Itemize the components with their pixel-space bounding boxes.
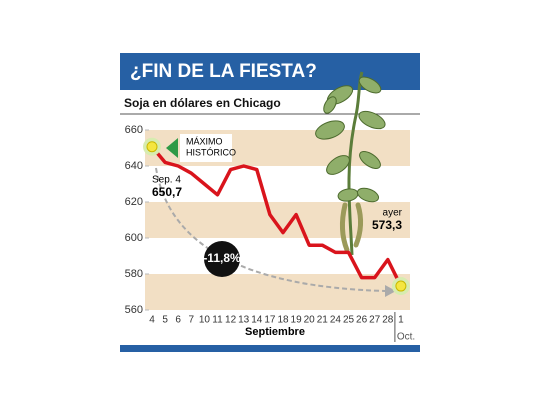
leaf <box>358 110 386 130</box>
x-tick-label: 11 <box>212 315 223 326</box>
leaf <box>326 155 350 175</box>
x-tick-label: 10 <box>199 315 211 326</box>
x-tick-label: 12 <box>225 315 237 326</box>
y-tick-label: 560 <box>125 304 143 316</box>
x-tick-label: 5 <box>162 315 168 326</box>
leaf <box>356 187 380 203</box>
y-tick-label: 580 <box>125 268 143 280</box>
change-label: -11,8% <box>203 251 241 265</box>
x-tick-label: 24 <box>330 315 342 326</box>
band <box>145 202 410 238</box>
price-line <box>150 145 403 287</box>
chart-subtitle: Soja en dólares en Chicago <box>124 96 281 110</box>
leaf <box>358 76 382 94</box>
x-tick-label: 25 <box>343 315 355 326</box>
x-tick-label: 18 <box>277 315 289 326</box>
x-tick-label: 7 <box>189 315 195 326</box>
change-badge <box>204 241 240 277</box>
x-tick-label: 19 <box>291 315 303 326</box>
start-value: 650,7 <box>152 185 182 199</box>
leaf <box>359 151 381 169</box>
x-tick-label: 20 <box>304 315 316 326</box>
leaf <box>315 120 345 140</box>
y-tick-label: 660 <box>125 124 143 136</box>
x-tick-label: 27 <box>369 315 381 326</box>
y-tick-label: 640 <box>125 160 143 172</box>
pod <box>339 202 350 253</box>
max-note: HISTÓRICO <box>186 147 236 157</box>
note-arrow <box>166 138 178 158</box>
x-tick-label: 13 <box>238 315 250 326</box>
x-tick-label: 6 <box>175 315 181 326</box>
chart-title: ¿FIN DE LA FIESTA? <box>130 61 317 82</box>
end-date: ayer <box>383 208 403 219</box>
leaf <box>323 96 337 114</box>
arrow-head <box>385 285 396 297</box>
leaf <box>337 188 359 202</box>
end-value: 573,3 <box>372 218 402 232</box>
max-note: MÁXIMO <box>186 136 223 146</box>
note-box <box>180 134 232 162</box>
y-tick-label: 620 <box>125 196 143 208</box>
endpoint <box>146 141 158 153</box>
x-tick-label: 28 <box>382 315 394 326</box>
stem <box>347 71 364 256</box>
endpoint <box>395 280 407 292</box>
x-axis-label-next: Oct. <box>397 332 415 343</box>
band <box>145 274 410 310</box>
x-tick-label: 1 <box>398 315 404 326</box>
plant-illustration <box>315 71 386 256</box>
x-tick-label: 4 <box>149 315 155 326</box>
x-axis-label: Septiembre <box>245 326 305 338</box>
x-tick-label: 26 <box>356 315 368 326</box>
start-date: Sep. 4 <box>152 175 181 186</box>
y-tick-label: 600 <box>125 232 143 244</box>
pod <box>353 202 364 248</box>
x-tick-label: 14 <box>251 315 263 326</box>
footer-bar <box>120 345 420 352</box>
x-tick-label: 17 <box>264 315 276 326</box>
x-tick-label: 21 <box>317 315 329 326</box>
